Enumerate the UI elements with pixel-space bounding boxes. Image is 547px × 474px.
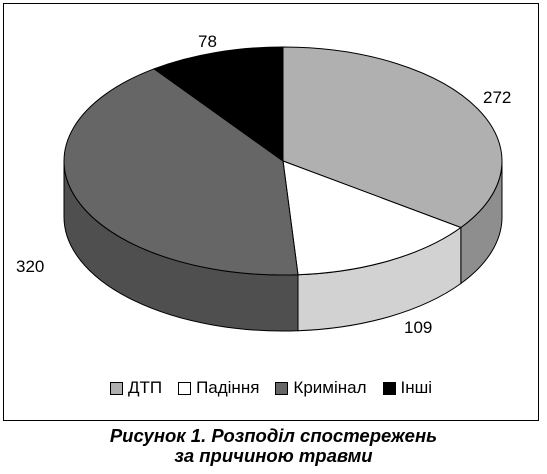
pie-chart: [63, 46, 503, 332]
figure-caption: Рисунок 1. Розподіл спостережень за прич…: [0, 426, 547, 466]
data-label-padinnia: 109: [404, 318, 433, 337]
chart-frame: 272 109 320 78 ДТП Падіння Кримінал Інші: [3, 3, 539, 421]
legend-label-padinnia: Падіння: [196, 378, 260, 397]
caption-line-2: за причиною травми: [174, 445, 373, 466]
data-label-dtp: 272: [483, 88, 512, 107]
legend-swatch-inshi: [382, 381, 396, 395]
legend-swatch-dtp: [109, 381, 123, 395]
slice-top-inshi: [153, 46, 284, 162]
legend-item-padinnia: Падіння: [178, 378, 259, 398]
legend-label-inshi: Інші: [400, 378, 433, 397]
legend-swatch-kryminal: [275, 381, 289, 395]
legend-item-inshi: Інші: [382, 378, 433, 398]
slice-top-kryminal: [63, 68, 299, 276]
caption-line-1: Рисунок 1. Розподіл спостережень: [109, 425, 438, 446]
data-label-kryminal: 320: [16, 257, 45, 276]
chart-legend: ДТП Падіння Кримінал Інші: [4, 373, 538, 403]
slice-top-dtp: [282, 46, 503, 229]
legend-label-dtp: ДТП: [127, 378, 163, 397]
legend-label-kryminal: Кримінал: [293, 378, 367, 397]
legend-swatch-padinnia: [178, 381, 192, 395]
slice-top-padinnia: [282, 160, 462, 276]
legend-item-dtp: ДТП: [109, 378, 163, 398]
data-label-inshi: 78: [198, 32, 217, 51]
legend-item-kryminal: Кримінал: [275, 378, 367, 398]
